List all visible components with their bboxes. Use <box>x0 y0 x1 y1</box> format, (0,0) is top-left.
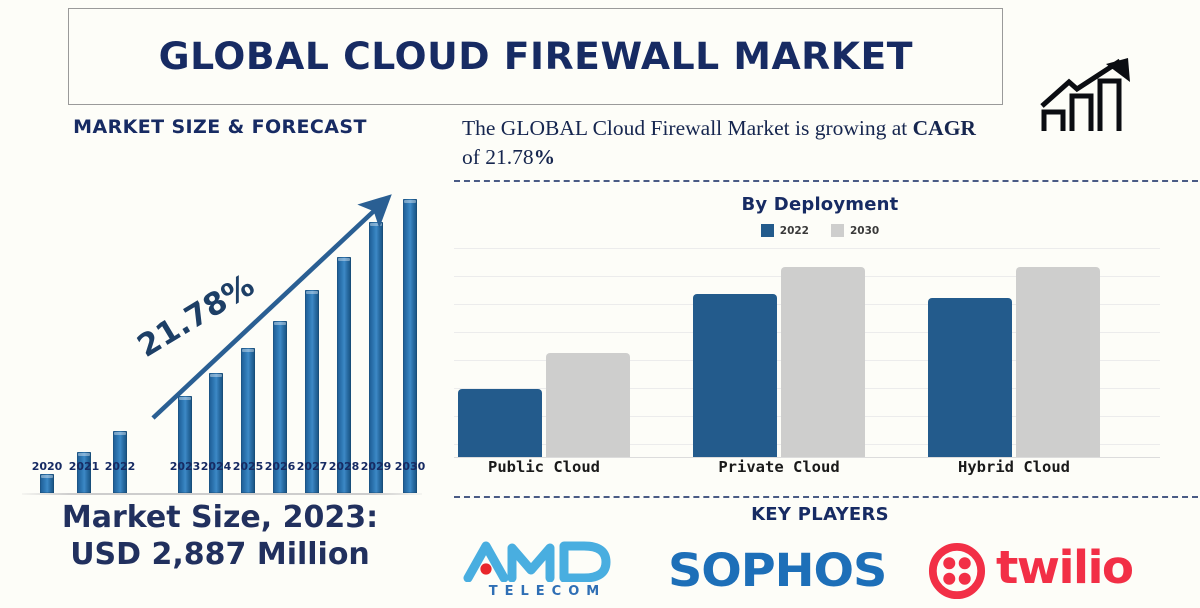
deployment-bar <box>458 389 542 458</box>
deployment-category-labels: Public Cloud Private Cloud Hybrid Cloud <box>454 458 1174 486</box>
deployment-chart <box>454 248 1174 458</box>
year-label: 2026 <box>264 460 296 473</box>
cagr-statement-percent: % <box>533 145 556 170</box>
logo-sophos: SOPHOS <box>668 544 887 597</box>
market-size-line-1: Market Size, 2023: <box>61 500 379 535</box>
deployment-category-label: Hybrid Cloud <box>958 458 1070 476</box>
key-players-title: KEY PLAYERS <box>751 504 889 525</box>
market-size-bar <box>403 198 417 493</box>
market-size-bar <box>369 222 383 493</box>
market-size-bar <box>40 474 54 493</box>
market-size-forecast-label: MARKET SIZE & FORECAST <box>73 116 367 138</box>
gridline <box>454 248 1160 249</box>
chart-baseline <box>22 493 422 495</box>
market-size-bar <box>113 431 127 493</box>
legend-label: 2030 <box>850 224 880 237</box>
year-label: 2024 <box>200 460 232 473</box>
year-label: 2028 <box>328 460 360 473</box>
market-size-bar <box>77 451 91 493</box>
deployment-bar <box>546 353 630 458</box>
year-label: 2027 <box>296 460 328 473</box>
twilio-wordmark: twilio <box>996 541 1134 594</box>
legend-item[interactable]: 2022 <box>760 224 809 237</box>
amd-red-dot-icon <box>480 563 492 575</box>
year-label: 2030 <box>394 460 426 473</box>
divider-bottom <box>454 496 1198 498</box>
deployment-bar <box>781 267 865 458</box>
logo-twilio: twilio <box>928 541 1188 602</box>
year-label: 2022 <box>104 460 136 473</box>
deployment-bar <box>693 293 777 458</box>
page-title: GLOBAL CLOUD FIREWALL MARKET <box>158 35 913 78</box>
twilio-mark-icon <box>928 542 986 600</box>
deployment-section-title: By Deployment <box>741 194 899 215</box>
key-players-logos: TELECOM SOPHOS twilio <box>440 530 1200 600</box>
market-size-value: Market Size, 2023: USD 2,887 Million <box>0 500 440 573</box>
logo-amd-telecom: TELECOM <box>460 536 635 608</box>
year-label: 2023 <box>169 460 201 473</box>
legend-swatch-icon <box>831 224 844 237</box>
title-box: GLOBAL CLOUD FIREWALL MARKET <box>68 8 1003 105</box>
market-size-bar <box>337 257 351 493</box>
cagr-statement-keyword: CAGR <box>912 116 976 140</box>
deployment-bar <box>1016 267 1100 458</box>
cagr-statement: The GLOBAL Cloud Firewall Market is grow… <box>462 114 982 172</box>
deployment-baseline <box>454 457 1160 458</box>
amd-wordmark-icon <box>463 541 611 583</box>
year-label: 2029 <box>360 460 392 473</box>
deployment-category-label: Public Cloud <box>488 458 600 476</box>
market-size-forecast-panel: MARKET SIZE & FORECAST 21.78% 2020 2021 20… <box>0 108 440 600</box>
legend-swatch-icon <box>760 224 774 237</box>
cagr-statement-prefix: The GLOBAL Cloud Firewall Market is grow… <box>462 116 913 140</box>
growth-bar-chart-arrow-icon <box>1040 58 1130 131</box>
legend-item[interactable]: 2030 <box>831 224 879 237</box>
deployment-category-label: Private Cloud <box>718 458 840 476</box>
amd-telecom-subtext: TELECOM <box>488 584 607 599</box>
cagr-statement-middle: of 21.78 <box>462 145 534 170</box>
divider-top <box>454 180 1198 182</box>
legend-label: 2022 <box>779 224 809 237</box>
year-label: 2025 <box>232 460 264 473</box>
year-label: 2021 <box>68 460 100 473</box>
deployment-bar <box>928 297 1012 458</box>
year-label: 2020 <box>31 460 63 473</box>
market-size-year-labels: 2020 2021 2022 2023 2024 2025 2026 2027 2028 2029… <box>0 460 440 484</box>
market-size-line-2: USD 2,887 Million <box>70 536 370 572</box>
deployment-legend: 2022 2030 <box>440 224 1200 237</box>
right-panel: The GLOBAL Cloud Firewall Market is grow… <box>440 108 1200 600</box>
market-size-forecast-chart: 21.78% <box>0 148 440 495</box>
